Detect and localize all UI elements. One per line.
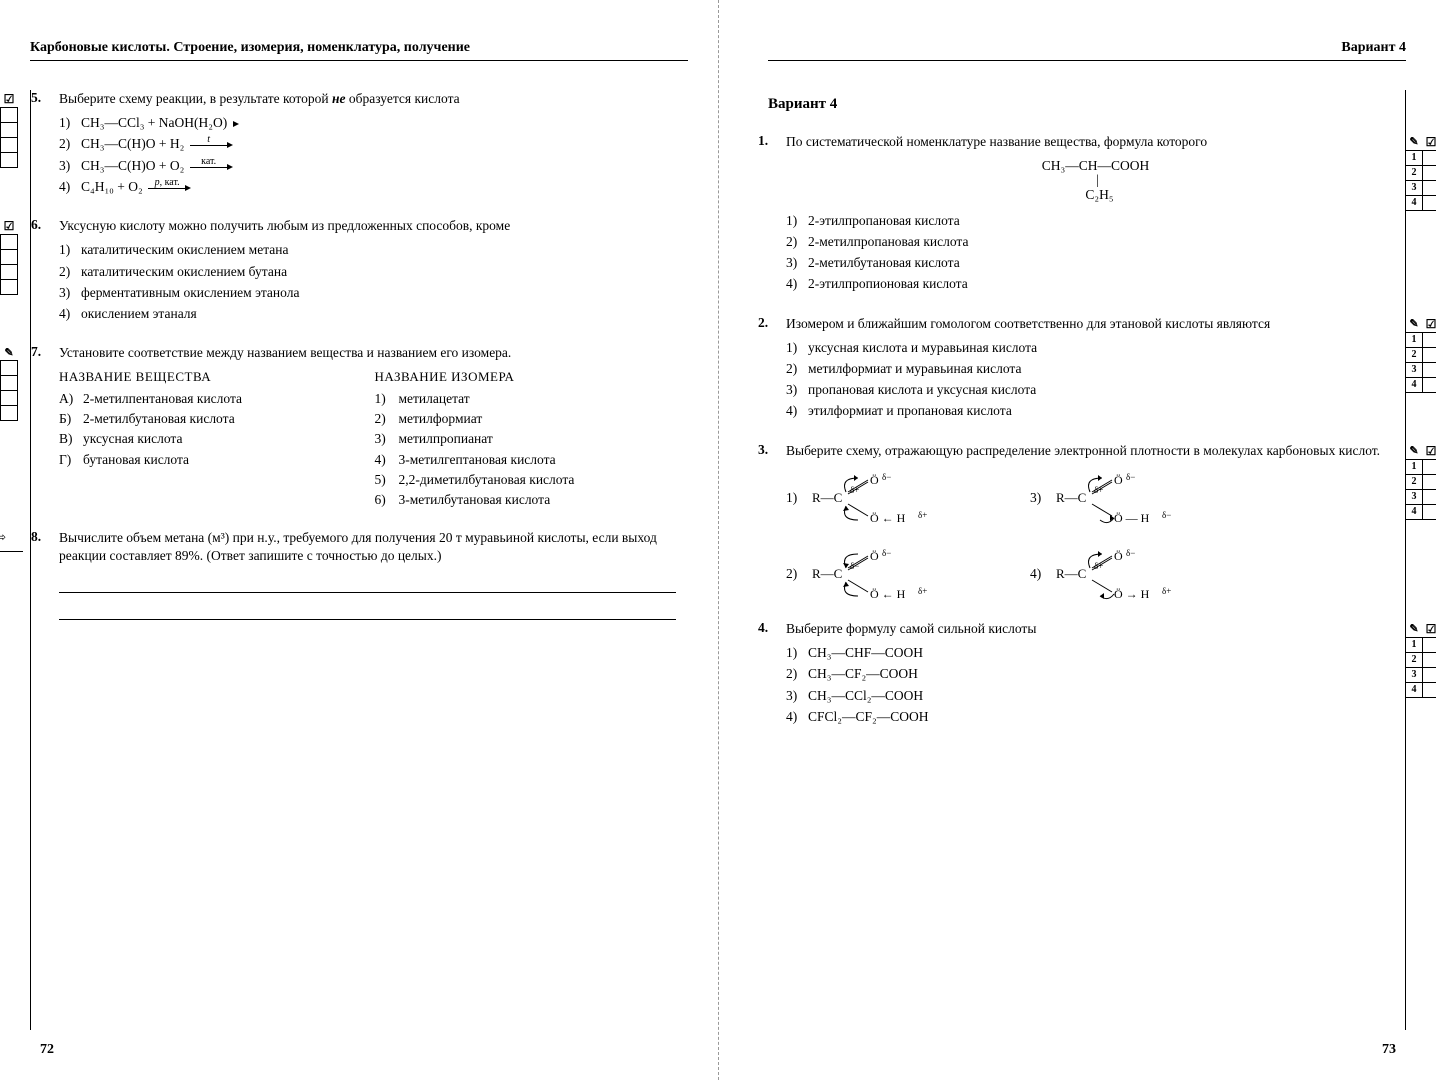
answer-box-q5[interactable]: 1 2 3 4	[0, 90, 31, 199]
left-page-number: 72	[40, 1042, 54, 1058]
q1-number: 1.	[758, 133, 786, 297]
right-header: Вариант 4	[768, 40, 1406, 61]
q4-body: Выберите формулу самой сильной кислоты 1…	[786, 620, 1405, 729]
answer-box-q2[interactable]: 1 2 3 4	[1405, 315, 1436, 424]
scheme-2-icon: R—C Öδ− Ö ← H δ+ δ−	[810, 546, 950, 602]
q8-number: 8.	[31, 529, 59, 625]
q1-body: По систематической номенклатуре название…	[786, 133, 1405, 297]
svg-text:Ö — H: Ö — H	[1114, 511, 1150, 525]
q6-body: Уксусную кислоту можно получить любым из…	[59, 217, 676, 326]
question-6: 1 2 3 4 6. Уксусную кислоту можно получи…	[43, 217, 676, 326]
q8-body: Вычислите объем метана (м³) при н.у., тр…	[59, 529, 676, 625]
q5-number: 5.	[31, 90, 59, 199]
page-right: Вариант 4 Вариант 4 1. По систематическо…	[718, 0, 1436, 1080]
q8-answer-lines[interactable]	[59, 572, 676, 620]
page-left: Карбоновые кислоты. Строение, изомерия, …	[0, 0, 718, 1080]
svg-text:Ö: Ö	[1114, 473, 1123, 487]
scheme-1-icon: R—C Öδ− Ö ← H δ+ δ+	[810, 470, 950, 526]
answer-marker-q8	[0, 529, 31, 625]
q7-number: 7.	[31, 344, 59, 511]
question-5: 1 2 3 4 5. Выберите схему реакции, в рез…	[43, 90, 676, 199]
answer-box-q1[interactable]: 1 2 3 4	[1405, 133, 1436, 297]
variant-title: Вариант 4	[768, 96, 1393, 113]
svg-text:δ−: δ−	[850, 561, 859, 571]
svg-text:δ+: δ+	[918, 586, 927, 596]
svg-text:Ö → H: Ö → H	[1114, 587, 1150, 601]
q2-body: Изомером и ближайшим гомологом соответст…	[786, 315, 1405, 424]
svg-text:δ−: δ−	[1126, 548, 1135, 558]
q7-body: Установите соответствие между названием …	[59, 344, 676, 511]
answer-box-q7[interactable]: А Б В Г	[0, 344, 31, 511]
svg-text:δ−: δ−	[1162, 510, 1171, 520]
question-4: 4. Выберите формулу самой сильной кислот…	[748, 620, 1393, 729]
svg-text:R—C: R—C	[1056, 566, 1086, 581]
answer-box-q3[interactable]: 1 2 3 4	[1405, 442, 1436, 602]
svg-text:Ö: Ö	[870, 549, 879, 563]
right-page-number: 73	[1382, 1042, 1396, 1058]
svg-text:δ−: δ−	[882, 548, 891, 558]
svg-text:R—C: R—C	[812, 566, 842, 581]
svg-text:δ+: δ+	[918, 510, 927, 520]
q7-right-column: НАЗВАНИЕ ИЗОМЕРА 1)метилацетат 2)метилфо…	[375, 368, 677, 511]
svg-text:Ö: Ö	[1114, 549, 1123, 563]
svg-text:Ö ← H: Ö ← H	[870, 587, 906, 601]
question-7: А Б В Г 7. Установите соответствие между…	[43, 344, 676, 511]
q3-body: Выберите схему, отражающую распределение…	[786, 442, 1405, 602]
q5-options: 1)CH₃—CCl₃ + NaOH(H₂O) 2)CH₃—C(H)O + H₂ …	[59, 114, 676, 196]
answer-box-q6[interactable]: 1 2 3 4	[0, 217, 31, 326]
svg-text:R—C: R—C	[812, 490, 842, 505]
question-1: 1. По систематической номенклатуре назва…	[748, 133, 1393, 297]
svg-text:δ+: δ+	[1162, 586, 1171, 596]
svg-text:δ+: δ+	[1094, 485, 1103, 495]
q6-number: 6.	[31, 217, 59, 326]
question-8: 8. Вычислите объем метана (м³) при н.у.,…	[43, 529, 676, 625]
answer-box-q4[interactable]: 1 2 3 4	[1405, 620, 1436, 729]
question-2: 2. Изомером и ближайшим гомологом соотве…	[748, 315, 1393, 424]
svg-text:Ö: Ö	[870, 473, 879, 487]
svg-text:R—C: R—C	[1056, 490, 1086, 505]
q4-number: 4.	[758, 620, 786, 729]
q2-number: 2.	[758, 315, 786, 424]
svg-text:δ+: δ+	[1094, 561, 1103, 571]
left-header: Карбоновые кислоты. Строение, изомерия, …	[30, 40, 688, 61]
book-spread: Карбоновые кислоты. Строение, изомерия, …	[0, 0, 1436, 1080]
svg-text:δ−: δ−	[1126, 472, 1135, 482]
q3-number: 3.	[758, 442, 786, 602]
question-3: 3. Выберите схему, отражающую распределе…	[748, 442, 1393, 602]
q3-schemes: 1) R—C Öδ− Ö ← Hδ+ δ+	[786, 470, 1405, 602]
svg-text:Ö ← H: Ö ← H	[870, 511, 906, 525]
scheme-3-icon: R—C Öδ− Ö — H δ− δ+	[1054, 470, 1194, 526]
q1-formula: CH₃—CH—COOH | C₂H₅	[786, 159, 1405, 202]
q7-left-column: НАЗВАНИЕ ВЕЩЕСТВА А)2-метилпентановая ки…	[59, 368, 361, 511]
svg-text:δ+: δ+	[850, 485, 859, 495]
left-content: 1 2 3 4 5. Выберите схему реакции, в рез…	[30, 90, 688, 1030]
right-content: Вариант 4 1. По систематической номенкла…	[748, 90, 1406, 1030]
svg-text:δ−: δ−	[882, 472, 891, 482]
q5-body: Выберите схему реакции, в результате кот…	[59, 90, 676, 199]
scheme-4-icon: R—C Öδ− Ö → H δ+ δ+	[1054, 546, 1194, 602]
